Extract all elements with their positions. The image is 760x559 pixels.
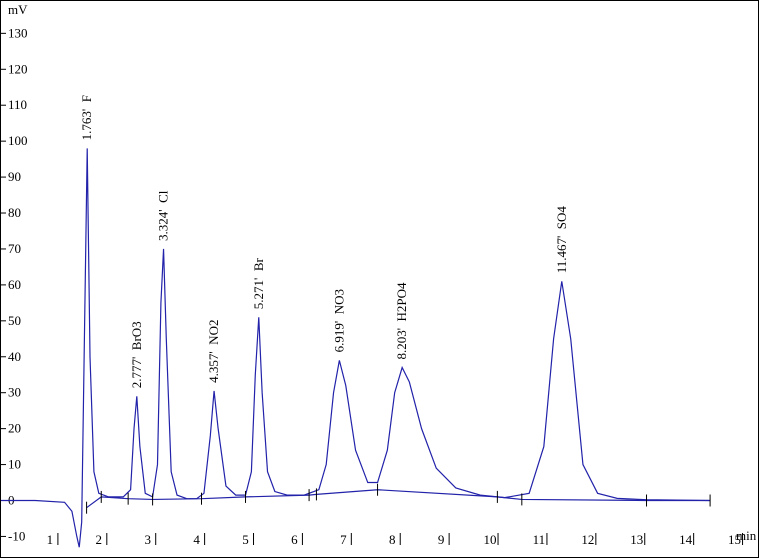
y-tick-label: 70 [8,241,21,256]
signal-line [1,148,711,548]
y-tick-label: 10 [8,457,21,472]
y-tick-label: 20 [8,421,21,436]
x-tick-label: 8 [389,532,396,547]
y-tick-label: 130 [8,25,28,40]
y-tick-label: 110 [8,97,27,112]
y-tick-label: 40 [8,349,21,364]
x-tick-label: 13 [630,532,643,547]
x-tick-label: 9 [438,532,445,547]
y-tick-label: 80 [8,205,21,220]
peak-label: 3.324' Cl [156,190,171,241]
peak-label: 6.919' NO3 [331,289,346,352]
y-tick-label: 50 [8,313,21,328]
peak-label: 11.467' SO4 [554,206,569,274]
x-tick-label: 14 [679,532,693,547]
x-tick-label: 10 [484,532,497,547]
y-tick-label: 30 [8,385,21,400]
x-tick-label: 4 [193,532,200,547]
x-tick-label: 3 [144,532,151,547]
x-tick-label: 6 [291,532,298,547]
peak-label: 2.777' BrO3 [129,321,144,388]
y-tick-label: 120 [8,61,28,76]
x-tick-label: 15 [728,532,741,547]
peak-label: 5.271' Br [251,257,266,309]
x-tick-label: 1 [47,532,54,547]
x-tick-label: 11 [533,532,546,547]
x-axis-label: min [736,528,757,543]
y-axis-label: mV [8,2,28,17]
x-tick-label: 7 [340,532,347,547]
x-tick-label: 12 [581,532,594,547]
y-tick-label: 90 [8,169,21,184]
y-tick-label: 60 [8,277,21,292]
y-tick-label: -10 [8,528,25,543]
peak-label: 4.357' NO2 [206,320,221,383]
peak-label: 8.203' H2PO4 [394,282,409,360]
x-tick-label: 5 [242,532,249,547]
y-tick-label: 100 [8,133,28,148]
peak-label: 1.763' F [79,95,94,140]
x-tick-label: 2 [96,532,103,547]
